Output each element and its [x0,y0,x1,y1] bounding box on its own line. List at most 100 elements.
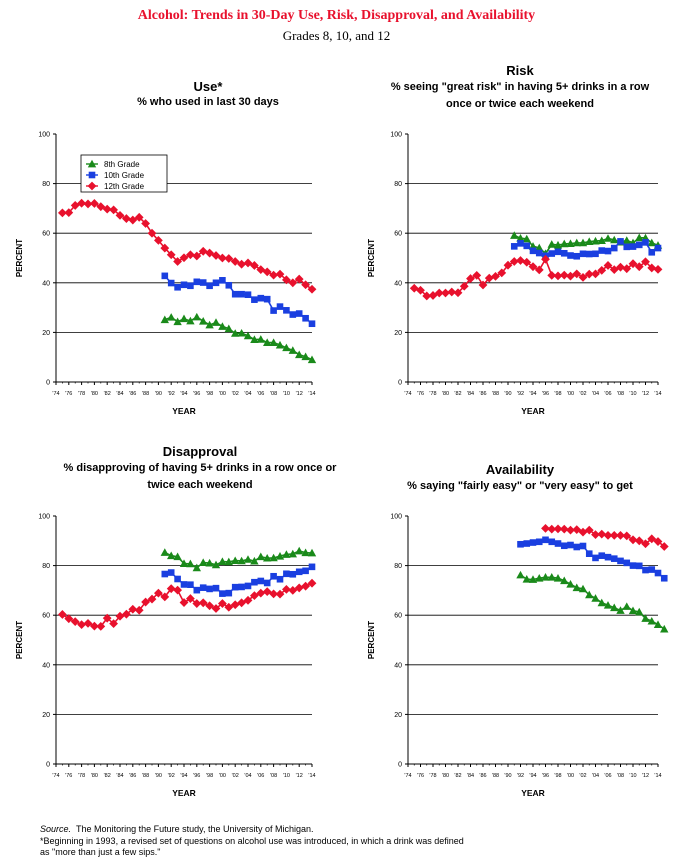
disapproval-y-tick-label: 20 [42,712,50,719]
disapproval-grade12-point [230,600,240,610]
use-grade8-point [160,315,169,324]
use-y-tick-label: 0 [46,380,50,387]
use-grade10-point [199,279,207,286]
disapproval-grade10-point [302,567,309,575]
disapproval-grade8-point [231,556,240,565]
risk-grade12-point [534,265,544,275]
disapproval-grade12-point [70,617,80,627]
use-grade8-point [243,331,253,340]
availability-grade10-point [598,552,606,559]
risk-x-tick-label: '10 [629,391,636,397]
use-x-tick-label: '92 [168,391,175,397]
disapproval-grade12-point [166,584,176,594]
availability-grade8-point [578,584,588,593]
risk-grade12-point [559,270,569,280]
use-grade12-point [262,267,272,277]
use-grade10-point [308,320,316,328]
use-grade8-point [179,314,189,323]
risk-grade12-point [422,291,432,301]
disapproval-grade8-point [275,551,285,560]
availability-x-tick-label: '96 [542,773,549,779]
legend-marker-grade8 [87,159,97,168]
disapproval-grade12-point [186,594,195,603]
risk-grade10-point [523,242,531,250]
disapproval-x-tick-label: '92 [168,773,175,779]
availability-x-tick-label: '04 [592,773,599,779]
risk-grade8-point [591,236,600,245]
use-grade8-point [224,324,233,333]
footer: Source. The Monitoring the Future study,… [40,824,464,859]
risk-y-axis-label: PERCENT [367,239,376,277]
availability-x-tick-label: '08 [617,773,624,779]
disapproval-grade10-point [263,579,271,587]
use-grade10-point [180,281,188,289]
risk-y-tick-label: 20 [394,330,402,337]
disapproval-grade12-point [134,605,144,615]
use-grade12-point [122,214,131,223]
risk-x-tick-label: '80 [442,391,449,397]
use-grade8-point [256,335,265,343]
use-y-tick-label: 40 [42,280,50,287]
availability-grade10-point [560,542,568,550]
legend-label-grade8: 8th Grade [104,160,140,169]
disapproval-grade12-point [128,604,138,614]
availability-x-tick-label: '80 [442,773,449,779]
risk-grade10-point [623,243,631,251]
disapproval-grade12-point [64,614,74,624]
disapproval-grade12-point [90,621,99,631]
disapproval-grade8-point [179,559,189,568]
disapproval-x-tick-label: '80 [91,773,98,779]
risk-grade12-point [491,271,500,281]
disapproval-panel-title: Disapproval [162,444,238,459]
availability-grade10-point [579,542,587,550]
risk-grade8-point [547,240,556,248]
availability-y-tick-label: 80 [394,563,402,570]
risk-grade12-point [578,272,588,282]
use-grade12-point [275,269,285,279]
main-subtitle: Grades 8, 10, and 12 [282,28,391,43]
disapproval-x-tick-label: '94 [180,773,187,779]
disapproval-grade12-point [147,594,157,604]
use-grade10-point [225,281,233,289]
disapproval-x-tick-label: '00 [219,773,226,779]
risk-grade10-point [654,244,662,252]
use-grade12-point [218,253,227,263]
availability-grade10-point [573,543,581,551]
availability-x-tick-label: '92 [517,773,524,779]
risk-x-tick-label: '06 [604,391,611,397]
use-grade8-point [205,320,214,329]
use-grade12-point [211,251,221,260]
availability-grade12-point [641,539,650,549]
use-x-tick-label: '08 [270,391,277,397]
use-x-tick-label: '86 [129,391,136,397]
footnote-line-2: as "more than just a few sips." [40,847,161,857]
risk-x-tick-label: '90 [504,391,511,397]
use-x-tick-label: '78 [78,391,85,397]
use-grade8-point [231,329,240,337]
risk-grade10-point [510,243,518,250]
availability-grade10-point [592,554,599,562]
use-grade8-point [218,322,227,330]
risk-x-tick-label: '12 [642,391,649,397]
use-grade8-point [186,316,195,325]
use-grade12-point [115,210,125,220]
use-grade10-point [161,272,169,280]
risk-x-tick-label: '00 [567,391,574,397]
use-x-tick-label: '96 [193,391,200,397]
use-grade12-point [186,250,195,260]
availability-grade8-point [628,606,638,615]
disapproval-grade12-point [301,581,310,591]
use-x-tick-label: '00 [219,391,226,397]
legend-marker-grade12 [87,181,97,191]
risk-grade8-point [566,239,575,248]
disapproval-x-tick-label: '76 [65,773,72,779]
risk-x-tick-label: '08 [617,391,624,397]
disapproval-y-axis-label: PERCENT [15,621,24,659]
disapproval-grade10-point [270,572,277,580]
availability-x-tick-label: '90 [504,773,511,779]
use-grade8-point [275,340,285,349]
use-x-tick-label: '12 [296,391,303,397]
risk-grade12-point [516,256,525,265]
use-grade12-point [128,215,138,225]
